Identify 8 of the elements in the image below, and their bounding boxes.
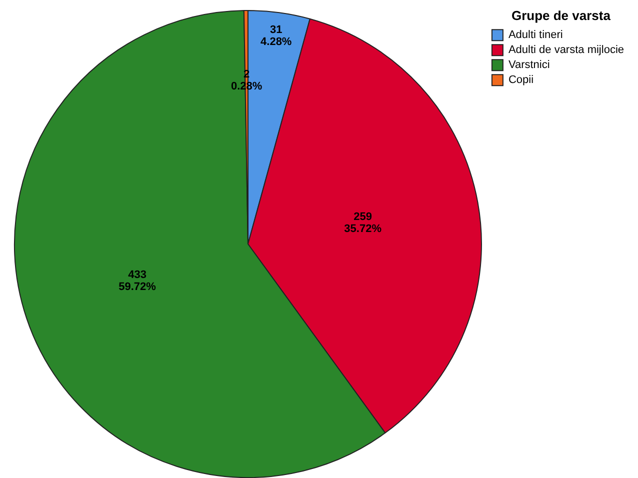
data-label: 31 4.28% (260, 24, 292, 48)
legend-label: Adulti tineri (508, 29, 563, 42)
data-label: 433 59.72% (118, 269, 156, 294)
legend-label: Varstnici (508, 59, 550, 72)
legend-title: Grupe de varsta (511, 8, 612, 24)
legend-label: Adulti de varsta mijlocie (508, 44, 624, 56)
legend-label: Copii (508, 74, 534, 86)
data-label: 259 35.72% (344, 211, 382, 236)
